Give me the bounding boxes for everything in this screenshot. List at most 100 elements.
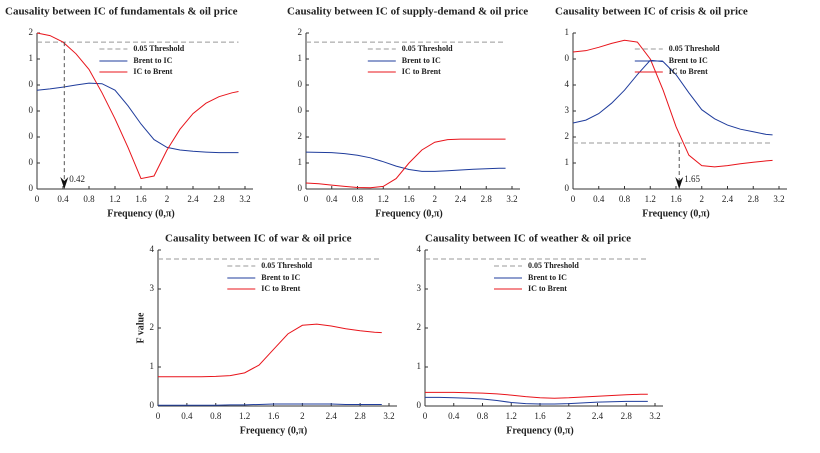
x-tick-label: 3.2 — [383, 411, 394, 421]
y-tick-label: 0 — [29, 79, 34, 89]
series-line — [572, 59, 773, 136]
x-tick-label: 2.4 — [592, 411, 604, 421]
x-tick-label: 2 — [567, 411, 572, 421]
x-tick-label: 3.2 — [506, 194, 517, 204]
x-axis-label: Frequency (0,π) — [240, 425, 308, 436]
y-tick-label: 0 — [298, 79, 303, 89]
y-tick-label: 2 — [298, 131, 303, 141]
legend-label: Brent to IC — [261, 273, 300, 282]
x-tick-label: 0.4 — [181, 411, 193, 421]
x-tick-label: 1.2 — [378, 194, 389, 204]
x-tick-label: 0.8 — [352, 194, 364, 204]
x-tick-label: 0.8 — [477, 411, 489, 421]
y-tick-label: 0 — [565, 53, 570, 63]
legend-label: IC to Brent — [528, 284, 567, 293]
x-tick-label: 1.2 — [109, 194, 120, 204]
x-tick-label: 1.2 — [506, 411, 517, 421]
x-tick-label: 1.6 — [403, 194, 415, 204]
y-tick-label: 2 — [565, 131, 570, 141]
x-tick-label: 2.8 — [213, 194, 225, 204]
x-tick-label: 0.4 — [326, 194, 338, 204]
x-axis-label: Frequency (0,π) — [506, 425, 574, 436]
y-tick-label: 4 — [565, 79, 570, 89]
y-tick-label: 0 — [29, 131, 34, 141]
chart-title: Causality between IC of supply-demand & … — [287, 6, 528, 18]
y-tick-label: 2 — [298, 27, 303, 37]
series-line — [158, 403, 382, 406]
legend-label: Brent to IC — [402, 56, 441, 65]
x-tick-label: 2.4 — [722, 194, 734, 204]
legend-label: IC to Brent — [402, 67, 441, 76]
legend-label: Brent to IC — [669, 56, 708, 65]
y-tick-label: 2 — [417, 322, 422, 332]
x-tick-label: 2 — [165, 194, 170, 204]
chart-title: Causality between IC of war & oil price — [165, 233, 352, 245]
chart-title: Causality between IC of weather & oil pr… — [425, 233, 631, 245]
x-tick-label: 1.6 — [670, 194, 682, 204]
x-tick-label: 2.4 — [455, 194, 467, 204]
y-tick-label: 0 — [298, 183, 303, 193]
y-tick-label: 0 — [29, 183, 34, 193]
x-tick-label: 2 — [433, 194, 438, 204]
x-tick-label: 0 — [35, 194, 40, 204]
series-line — [425, 396, 648, 405]
series-line — [36, 32, 239, 180]
x-tick-label: 1.2 — [645, 194, 656, 204]
chart-title: Causality between IC of fundamentals & o… — [5, 6, 238, 18]
y-tick-label: 3 — [565, 105, 570, 115]
legend-label: Brent to IC — [133, 56, 172, 65]
legend-label: 0.05 Threshold — [669, 44, 720, 53]
y-tick-label: 3 — [417, 283, 422, 293]
x-axis-label: Frequency (0,π) — [375, 208, 443, 219]
series-line — [305, 151, 506, 172]
x-tick-label: 2.8 — [355, 411, 367, 421]
x-tick-label: 1.6 — [268, 411, 280, 421]
x-axis-label: Frequency (0,π) — [642, 208, 710, 219]
x-tick-label: 2.8 — [748, 194, 760, 204]
y-tick-label: 0 — [150, 400, 155, 410]
x-tick-label: 2.8 — [481, 194, 493, 204]
x-tick-label: 0.8 — [83, 194, 95, 204]
y-tick-label: 1 — [298, 157, 303, 167]
legend-label: 0.05 Threshold — [261, 261, 312, 270]
y-tick-label: 1 — [565, 27, 570, 37]
annotation-label: 0.42 — [69, 174, 85, 184]
legend-label: IC to Brent — [261, 284, 300, 293]
x-tick-label: 0.4 — [57, 194, 69, 204]
series-line — [36, 82, 239, 154]
x-axis-label: Frequency (0,π) — [107, 208, 175, 219]
y-tick-label: 0 — [298, 105, 303, 115]
series-line — [305, 138, 506, 189]
x-tick-label: 0.4 — [448, 411, 460, 421]
x-tick-label: 2.4 — [187, 194, 199, 204]
series-line — [425, 391, 648, 399]
y-tick-label: 1 — [150, 361, 155, 371]
x-tick-label: 3.2 — [649, 411, 660, 421]
y-tick-label: 1 — [29, 53, 34, 63]
x-tick-label: 0 — [571, 194, 576, 204]
legend-label: 0.05 Threshold — [402, 44, 453, 53]
chart-title: Causality between IC of crisis & oil pri… — [555, 6, 748, 18]
x-tick-label: 1.6 — [135, 194, 147, 204]
y-tick-label: 0 — [29, 105, 34, 115]
y-tick-label: 3 — [150, 283, 155, 293]
x-tick-label: 2.4 — [326, 411, 338, 421]
y-axis-label: F value — [135, 312, 146, 344]
y-tick-label: 4 — [417, 244, 422, 254]
legend-label: IC to Brent — [133, 67, 172, 76]
y-tick-label: 2 — [29, 27, 34, 37]
y-tick-label: 1 — [417, 361, 422, 371]
annotation-arrow — [675, 177, 684, 189]
x-tick-label: 2.8 — [621, 411, 633, 421]
x-tick-label: 2 — [300, 411, 305, 421]
y-tick-label: 2 — [150, 322, 155, 332]
x-tick-label: 0.8 — [619, 194, 631, 204]
y-tick-label: 0 — [417, 400, 422, 410]
annotation-arrow — [60, 177, 69, 189]
legend-label: Brent to IC — [528, 273, 567, 282]
legend-label: IC to Brent — [669, 67, 708, 76]
y-tick-label: 1 — [565, 157, 570, 167]
x-tick-label: 1.6 — [534, 411, 546, 421]
series-line — [158, 323, 382, 378]
